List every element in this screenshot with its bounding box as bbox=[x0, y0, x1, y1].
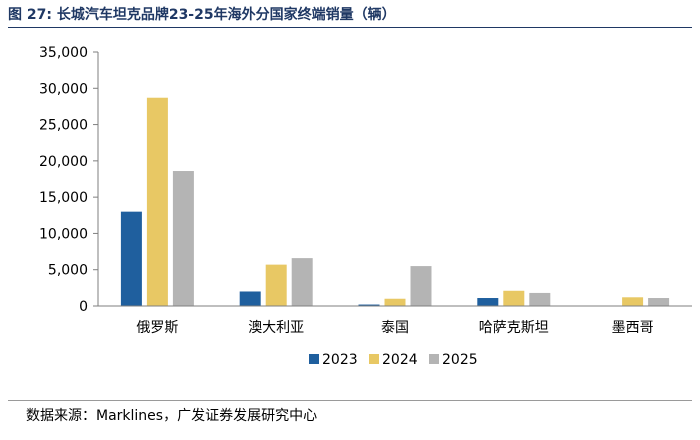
bar-2025-4 bbox=[648, 298, 670, 306]
bar-2025-3 bbox=[529, 292, 551, 306]
bar-2024-2 bbox=[384, 298, 406, 306]
x-category-label: 哈萨克斯坦 bbox=[479, 320, 549, 336]
bar-2023-3 bbox=[477, 298, 499, 306]
bar-2025-0 bbox=[172, 171, 194, 306]
bar-2023-1 bbox=[239, 291, 261, 306]
legend-label: 2024 bbox=[382, 352, 418, 368]
x-category-label: 墨西哥 bbox=[612, 320, 654, 336]
legend-swatch-2025 bbox=[429, 354, 439, 364]
y-tick-label: 30,000 bbox=[39, 81, 88, 97]
y-axis: 0 5,000 10,000 15,000 20,000 25,000 30,000 35,0… bbox=[39, 45, 99, 315]
bar-2024-4 bbox=[622, 297, 644, 306]
x-axis: 俄罗斯 澳大利亚 泰国 哈萨克斯坦 墨西哥 bbox=[98, 305, 692, 336]
y-tick-label: 20,000 bbox=[39, 154, 88, 170]
legend-label: 2025 bbox=[442, 352, 478, 368]
legend-swatch-2023 bbox=[309, 354, 319, 364]
y-tick-label: 5,000 bbox=[48, 263, 88, 279]
figure-title: 图 27: 长城汽车坦克品牌23-25年海外分国家终端销量（辆） bbox=[8, 7, 396, 23]
bar-2025-2 bbox=[410, 266, 432, 306]
bar-2024-3 bbox=[503, 290, 525, 306]
title-divider bbox=[8, 27, 692, 28]
x-category-label: 澳大利亚 bbox=[248, 320, 304, 336]
footer-divider bbox=[8, 400, 692, 401]
legend: 2023 2024 2025 bbox=[309, 352, 478, 368]
bar-2025-1 bbox=[291, 258, 313, 306]
bars bbox=[120, 97, 670, 306]
y-tick-label: 10,000 bbox=[39, 226, 88, 242]
bar-2023-0 bbox=[120, 211, 142, 306]
y-tick-label: 25,000 bbox=[39, 118, 88, 134]
x-category-label: 泰国 bbox=[381, 320, 409, 336]
bar-2024-0 bbox=[146, 97, 168, 306]
source-note: 数据来源：Marklines，广发证券发展研究中心 bbox=[26, 408, 318, 424]
x-category-label: 俄罗斯 bbox=[136, 320, 178, 336]
y-tick-label: 0 bbox=[79, 299, 88, 315]
y-tick-label: 35,000 bbox=[39, 45, 88, 61]
bar-2024-1 bbox=[265, 264, 287, 306]
bar-2023-2 bbox=[358, 304, 380, 306]
bar-chart: 0 5,000 10,000 15,000 20,000 25,000 30,000 35,0… bbox=[39, 45, 692, 368]
legend-swatch-2024 bbox=[369, 354, 379, 364]
legend-label: 2023 bbox=[322, 352, 358, 368]
y-tick-label: 15,000 bbox=[39, 190, 88, 206]
